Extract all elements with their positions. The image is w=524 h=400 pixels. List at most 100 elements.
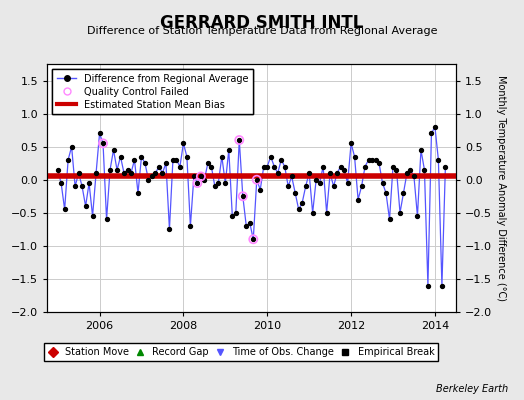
Point [113,167,121,173]
Point [148,173,156,180]
Point [312,176,320,183]
Point [413,213,422,219]
Point [330,183,338,190]
Point [298,200,307,206]
Point [375,160,383,166]
Point [347,140,355,146]
Point [207,163,215,170]
Point [137,153,146,160]
Point [441,163,450,170]
Legend: Difference from Regional Average, Quality Control Failed, Estimated Station Mean: Difference from Regional Average, Qualit… [52,69,254,114]
Point [193,180,202,186]
Point [99,140,107,146]
Point [179,140,188,146]
Point [130,157,139,163]
Point [120,170,128,176]
Point [288,173,296,180]
Point [438,282,446,289]
Point [340,167,348,173]
Point [106,167,114,173]
Point [382,190,390,196]
Point [71,183,79,190]
Point [151,170,160,176]
Point [263,163,271,170]
Point [144,176,152,183]
Point [57,180,66,186]
Point [217,153,226,160]
Point [322,210,331,216]
Point [214,180,223,186]
Point [424,282,432,289]
Point [406,167,414,173]
Point [434,157,443,163]
Point [232,210,240,216]
Point [417,147,425,153]
Point [211,183,219,190]
Point [221,180,230,186]
Point [89,213,97,219]
Legend: Station Move, Record Gap, Time of Obs. Change, Empirical Break: Station Move, Record Gap, Time of Obs. C… [44,343,438,361]
Point [326,170,334,176]
Point [259,163,268,170]
Point [92,170,100,176]
Point [123,167,132,173]
Point [294,206,303,213]
Point [204,160,212,166]
Point [357,183,366,190]
Point [396,210,404,216]
Point [235,137,244,143]
Point [196,173,205,180]
Point [242,223,250,229]
Point [343,180,352,186]
Point [351,153,359,160]
Point [176,163,184,170]
Point [127,170,135,176]
Point [274,170,282,176]
Point [420,167,429,173]
Point [372,157,380,163]
Point [165,226,173,232]
Point [368,157,376,163]
Point [246,220,254,226]
Point [249,236,257,242]
Point [172,157,181,163]
Point [169,157,177,163]
Y-axis label: Monthly Temperature Anomaly Difference (°C): Monthly Temperature Anomaly Difference (… [496,75,506,301]
Point [64,157,72,163]
Point [85,180,93,186]
Point [267,153,275,160]
Point [378,180,387,186]
Point [102,216,111,223]
Point [193,180,202,186]
Point [238,193,247,200]
Text: Difference of Station Temperature Data from Regional Average: Difference of Station Temperature Data f… [87,26,437,36]
Point [183,153,191,160]
Point [155,163,163,170]
Point [403,170,411,176]
Point [291,190,299,196]
Point [305,170,313,176]
Text: GERRARD SMITH INTL: GERRARD SMITH INTL [160,14,364,32]
Point [200,176,209,183]
Point [249,236,257,242]
Point [196,173,205,180]
Point [277,157,286,163]
Point [78,183,86,190]
Point [81,203,90,209]
Point [253,176,261,183]
Point [162,160,170,166]
Point [364,157,373,163]
Point [228,213,236,219]
Point [280,163,289,170]
Point [333,170,341,176]
Point [99,140,107,146]
Point [253,176,261,183]
Point [74,170,83,176]
Point [431,124,439,130]
Point [399,190,408,196]
Point [68,144,76,150]
Point [60,206,69,213]
Point [319,163,328,170]
Point [315,180,324,186]
Point [141,160,149,166]
